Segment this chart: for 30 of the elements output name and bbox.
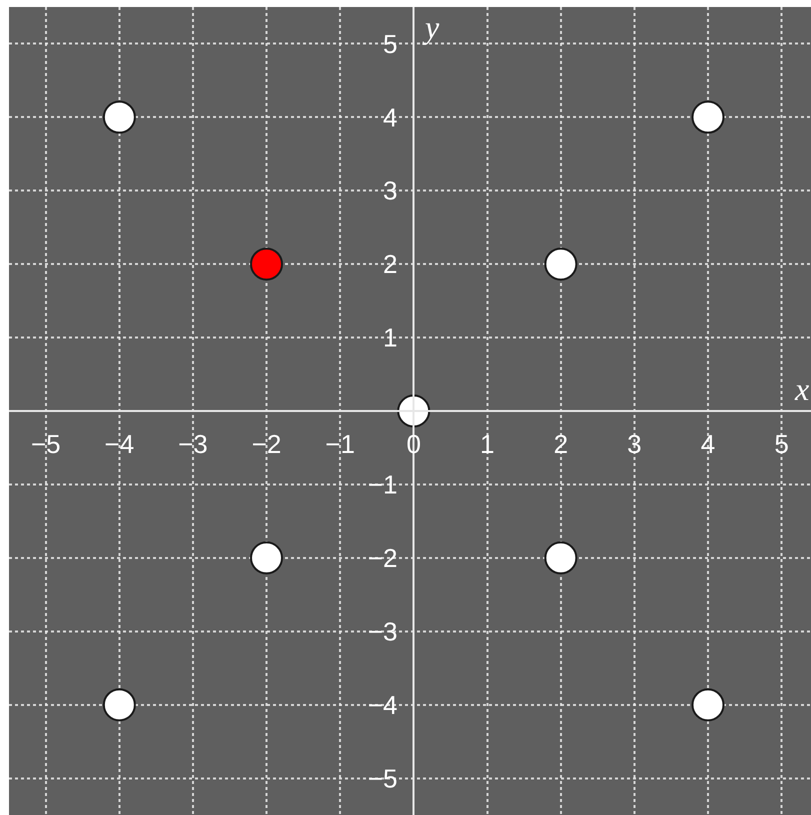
point bbox=[692, 688, 724, 722]
x-tick-label: −2 bbox=[252, 429, 282, 460]
point bbox=[692, 100, 724, 134]
x-tick-label: 4 bbox=[700, 429, 716, 460]
x-tick-label: −4 bbox=[104, 429, 134, 460]
y-tick-label: 5 bbox=[383, 28, 398, 59]
x-tick-label: 1 bbox=[480, 429, 494, 460]
x-axis-title: x bbox=[794, 371, 810, 407]
x-tick-label: −3 bbox=[178, 429, 208, 460]
point bbox=[544, 541, 578, 574]
y-tick-label: −4 bbox=[368, 690, 398, 720]
y-tick-label: 3 bbox=[383, 176, 398, 206]
point bbox=[250, 248, 284, 281]
x-tick-label: −1 bbox=[325, 429, 355, 460]
y-tick-label: −2 bbox=[368, 543, 398, 574]
y-tick-label: −3 bbox=[368, 616, 398, 646]
x-tick-label: 3 bbox=[627, 429, 642, 460]
y-tick-label: 4 bbox=[383, 102, 398, 132]
point bbox=[250, 541, 284, 574]
point bbox=[102, 100, 136, 134]
y-tick-label: −5 bbox=[368, 763, 398, 794]
point bbox=[102, 688, 136, 722]
point bbox=[544, 248, 578, 281]
y-tick-label: 1 bbox=[383, 322, 398, 353]
y-axis-title: y bbox=[422, 9, 440, 45]
x-tick-label: 5 bbox=[774, 429, 789, 460]
y-tick-label: 2 bbox=[383, 249, 398, 280]
x-tick-label: 2 bbox=[554, 429, 568, 460]
x-tick-label: −5 bbox=[30, 429, 61, 460]
y-tick-label: −1 bbox=[368, 470, 398, 500]
